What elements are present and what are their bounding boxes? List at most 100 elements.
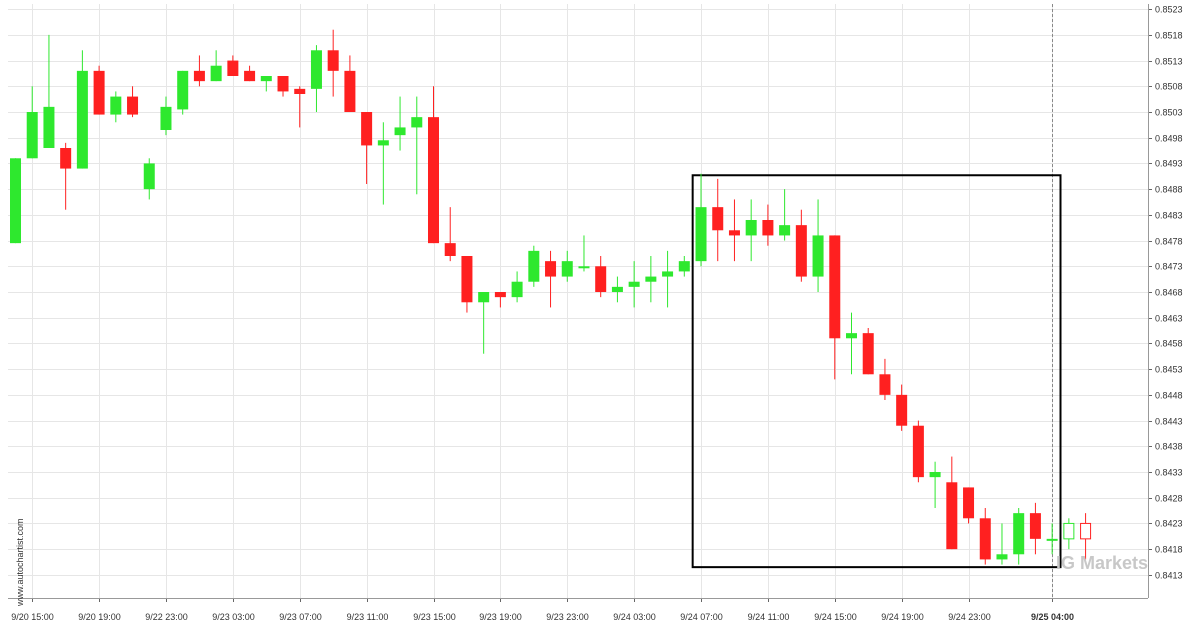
x-tick-label: 9/25 04:00: [1031, 612, 1074, 622]
candle-body: [862, 333, 874, 375]
candle-body: [812, 235, 824, 277]
candle-body: [829, 235, 841, 339]
y-tick-label: 0.8508: [1155, 82, 1183, 92]
candle-body: [611, 286, 623, 292]
candle-body: [478, 292, 490, 303]
candle-body: [110, 96, 122, 115]
x-tick-label: 9/23 07:00: [279, 612, 322, 622]
candle-body: [846, 333, 857, 339]
candle-body: [728, 230, 740, 236]
candle-body: [411, 117, 423, 128]
y-tick-label: 0.8498: [1155, 134, 1183, 144]
candle-body: [896, 394, 908, 426]
y-tick-label: 0.8513: [1155, 57, 1183, 67]
y-tick-label: 0.8493: [1155, 159, 1183, 169]
candle-body: [795, 225, 807, 277]
candle-body: [193, 70, 205, 82]
y-tick-label: 0.8488: [1155, 185, 1183, 195]
candle-body: [1013, 513, 1025, 555]
candle-body: [779, 225, 791, 236]
x-tick-label: 9/24 19:00: [881, 612, 924, 622]
candle-body: [361, 112, 373, 146]
candle-body: [879, 374, 891, 395]
x-tick-label: 9/20 15:00: [11, 612, 54, 622]
candle-body: [678, 261, 690, 272]
x-tick-label: 9/20 19:00: [78, 612, 121, 622]
candle-body: [294, 88, 306, 94]
grid: [8, 4, 1148, 598]
candle-body: [1029, 513, 1041, 539]
x-tick-label: 9/23 19:00: [479, 612, 522, 622]
y-tick-label: 0.8448: [1155, 391, 1183, 401]
candle-body: [210, 65, 222, 82]
y-tick-label: 0.8468: [1155, 288, 1183, 298]
candle-body: [762, 220, 774, 236]
x-tick-label: 9/24 11:00: [748, 612, 790, 622]
candle-body: [76, 70, 88, 169]
candles: [10, 29, 1092, 565]
candle-body: [712, 207, 724, 231]
candle-body: [963, 487, 975, 519]
candle-body: [43, 106, 55, 148]
candle-body: [979, 518, 991, 560]
candle-body: [93, 70, 105, 115]
projection-candle-body: [1063, 522, 1075, 540]
projection-candle-body: [1080, 522, 1092, 540]
x-tick-label: 9/24 03:00: [613, 612, 656, 622]
y-tick-label: 0.8443: [1155, 417, 1183, 427]
candle-body: [244, 70, 256, 82]
x-tick-label: 9/24 07:00: [680, 612, 723, 622]
pattern-box: [691, 174, 1062, 569]
candle-body: [1046, 538, 1058, 541]
y-tick-label: 0.8438: [1155, 442, 1183, 452]
candle-body: [310, 50, 322, 89]
y-tick-label: 0.8523: [1155, 5, 1183, 15]
x-tick-label: 9/23 23:00: [546, 612, 589, 622]
candle-body: [628, 281, 640, 287]
candle-body: [60, 148, 72, 169]
candle-body: [428, 117, 439, 244]
candle-body: [177, 70, 189, 110]
candle-body: [996, 554, 1008, 560]
candle-body: [127, 96, 139, 115]
pattern-box-layer: [691, 174, 1062, 569]
candle-body: [227, 60, 239, 76]
y-tick-label: 0.8453: [1155, 365, 1183, 375]
x-tick-label: 9/23 03:00: [212, 612, 255, 622]
candle-body: [561, 261, 573, 277]
y-tick-label: 0.8473: [1155, 262, 1183, 272]
candle-body: [260, 76, 272, 82]
x-tick-label: 9/22 23:00: [145, 612, 188, 622]
y-tick-label: 0.8463: [1155, 314, 1183, 324]
candle-body: [394, 127, 406, 136]
candle-body: [10, 158, 21, 244]
candle-body: [695, 207, 707, 262]
candle-body: [344, 70, 356, 112]
candle-body: [545, 261, 557, 277]
x-tick-label: 9/23 11:00: [347, 612, 389, 622]
y-tick-label: 0.8458: [1155, 339, 1183, 349]
y-tick-label: 0.8478: [1155, 237, 1183, 247]
candle-body: [745, 220, 757, 236]
candle-body: [26, 112, 38, 159]
y-tick-label: 0.8413: [1155, 571, 1183, 581]
candle-body: [511, 281, 523, 298]
candle-body: [595, 266, 607, 292]
y-tick-label: 0.8503: [1155, 108, 1183, 118]
candle-body: [327, 50, 339, 71]
candle-body: [377, 140, 389, 146]
candle-body: [277, 76, 289, 92]
y-tick-label: 0.8428: [1155, 494, 1183, 504]
candle-body: [494, 292, 506, 298]
y-tick-label: 0.8418: [1155, 545, 1183, 555]
x-tick-label: 9/24 23:00: [948, 612, 991, 622]
x-tick-label: 9/24 15:00: [814, 612, 857, 622]
candle-body: [461, 256, 473, 303]
y-tick-label: 0.8423: [1155, 519, 1183, 529]
candle-body: [645, 276, 657, 282]
side-watermark: www.autochartist.com: [15, 518, 25, 607]
candle-body: [143, 163, 155, 190]
candle-body: [946, 482, 958, 550]
